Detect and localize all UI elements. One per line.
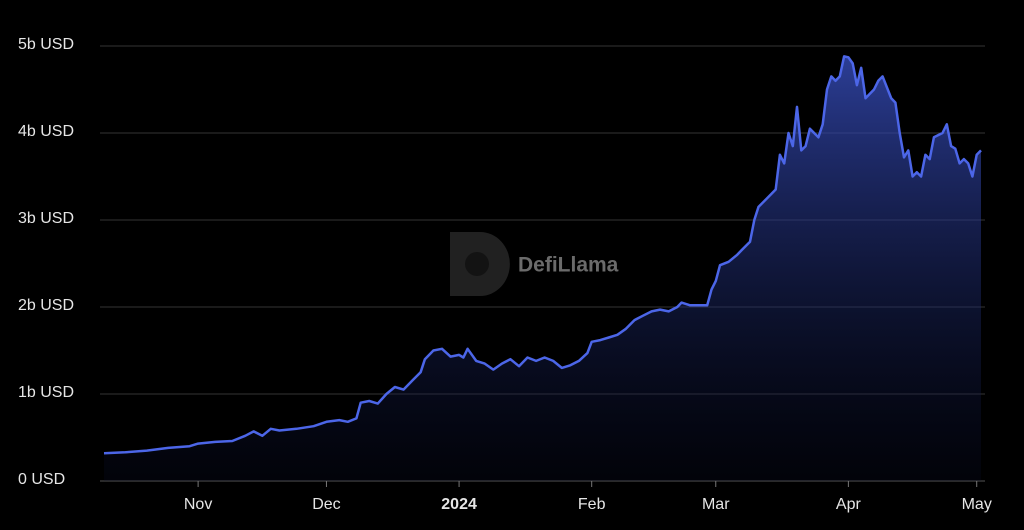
watermark-logo: [450, 232, 510, 296]
y-tick-label: 4b USD: [18, 123, 74, 140]
area: [104, 56, 981, 482]
x-tick-label: Nov: [184, 496, 212, 513]
y-tick-label: 5b USD: [18, 36, 74, 53]
x-tick-label: Apr: [836, 496, 862, 513]
y-tick-label: 2b USD: [18, 297, 74, 314]
line: [103, 55, 982, 455]
y-tick-label: 3b USD: [18, 210, 74, 227]
y-tick-label: 1b USD: [18, 384, 74, 401]
x-tick-label: Mar: [702, 496, 730, 513]
x-tick-label: May: [962, 496, 992, 513]
y-tick-label: 0 USD: [18, 471, 65, 488]
x-tick-label: Dec: [312, 496, 340, 513]
x-tick-label: 2024: [441, 496, 477, 513]
x-tick-label: Feb: [578, 496, 606, 513]
watermark: DefiLlama: [518, 254, 619, 277]
